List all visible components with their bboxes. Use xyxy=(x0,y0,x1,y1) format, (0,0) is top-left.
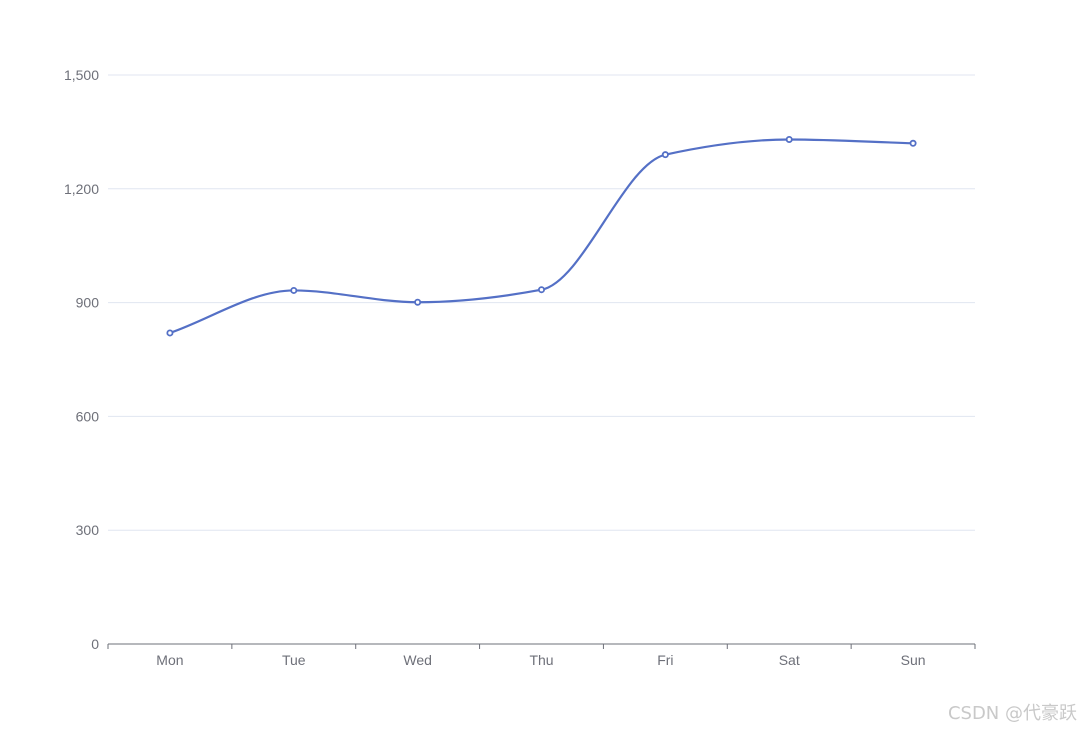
y-tick-label: 1,200 xyxy=(64,181,99,197)
series-line-path xyxy=(168,138,915,335)
x-tick-label: Fri xyxy=(657,652,673,668)
x-tick-label: Sun xyxy=(901,652,926,668)
y-tick-label: 1,500 xyxy=(64,67,99,83)
data-point-thu[interactable] xyxy=(538,286,546,294)
data-point-tue[interactable] xyxy=(290,286,298,294)
x-axis: Mon Tue Wed Thu Fri Sat Sun xyxy=(107,643,976,668)
x-tick-label: Thu xyxy=(529,652,553,668)
data-point-fri[interactable] xyxy=(661,151,669,159)
data-points xyxy=(166,135,917,337)
y-tick-label: 600 xyxy=(76,408,100,424)
y-tick-label: 300 xyxy=(76,522,100,538)
y-tick-label: 0 xyxy=(91,636,99,652)
grid-lines xyxy=(108,74,975,531)
x-tick-label: Mon xyxy=(156,652,183,668)
y-tick-label: 900 xyxy=(76,295,100,311)
x-tick-label: Sat xyxy=(779,652,800,668)
data-point-sat[interactable] xyxy=(785,135,793,143)
x-tick-label: Wed xyxy=(403,652,432,668)
data-point-wed[interactable] xyxy=(414,298,422,306)
watermark-text: CSDN @代豪跃 xyxy=(947,703,1077,724)
series-line xyxy=(168,138,915,335)
data-point-sun[interactable] xyxy=(909,139,917,147)
y-axis-labels: 0 300 600 900 1,200 1,500 xyxy=(64,67,99,652)
x-tick-label: Tue xyxy=(282,652,306,668)
data-point-mon[interactable] xyxy=(166,329,174,337)
